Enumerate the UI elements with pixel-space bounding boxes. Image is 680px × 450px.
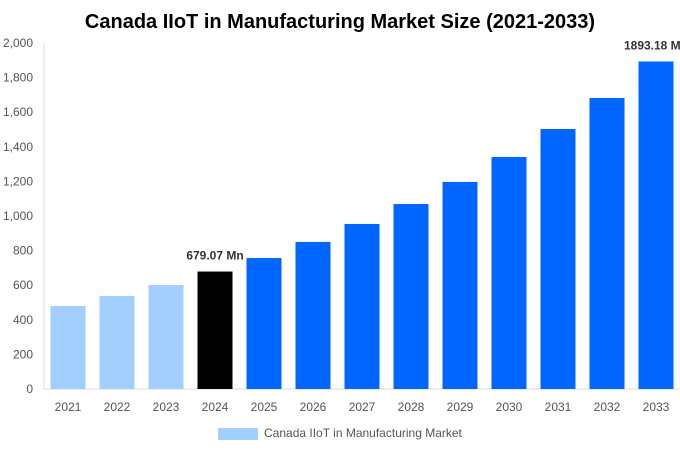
bar-2027 [344,223,380,389]
data-label: 1893.18 Mn [624,38,680,52]
x-tick-label: 2027 [349,400,376,414]
bar-2029 [442,181,478,389]
bar-2025 [246,258,282,389]
bar-2026 [295,241,331,389]
legend-swatch [218,428,258,440]
bar-2032 [589,98,625,389]
bar-2030 [491,157,527,389]
bar-2033 [638,61,674,389]
y-tick-label: 1,200 [3,174,33,188]
x-tick-label: 2023 [153,400,180,414]
bar-2024 [197,271,233,389]
data-label: 679.07 Mn [186,249,243,263]
bar-2021 [50,305,86,389]
x-tick-label: 2032 [594,400,621,414]
x-tick-label: 2033 [643,400,670,414]
y-tick-label: 0 [26,382,33,396]
y-tick-label: 800 [13,244,33,258]
y-tick-label: 1,800 [3,71,33,85]
x-tick-label: 2025 [251,400,278,414]
chart-title: Canada IIoT in Manufacturing Market Size… [85,11,595,33]
bar-2031 [540,128,576,389]
x-tick-label: 2026 [300,400,327,414]
x-tick-label: 2024 [202,400,229,414]
bar-2022 [99,295,135,389]
x-tick-label: 2029 [447,400,474,414]
y-tick-label: 2,000 [3,36,33,50]
y-tick-label: 600 [13,278,33,292]
y-tick-label: 400 [13,313,33,327]
x-tick-label: 2031 [545,400,572,414]
x-tick-label: 2021 [55,400,82,414]
y-tick-label: 1,400 [3,140,33,154]
y-tick-label: 1,600 [3,105,33,119]
legend: Canada IIoT in Manufacturing Market [218,426,463,440]
legend-label: Canada IIoT in Manufacturing Market [264,426,463,440]
y-tick-label: 1,000 [3,209,33,223]
x-tick-label: 2022 [104,400,131,414]
x-tick-label: 2028 [398,400,425,414]
bar-2023 [148,285,184,389]
y-tick-label: 200 [13,347,33,361]
x-tick-label: 2030 [496,400,523,414]
bar-2028 [393,204,429,389]
